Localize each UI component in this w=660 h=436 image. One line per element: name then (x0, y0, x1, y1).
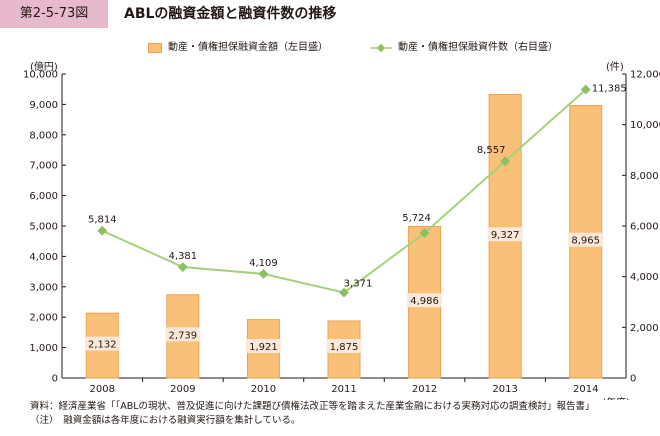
right-tick-label: 10,000 (630, 120, 660, 131)
left-tick-label: 1,000 (29, 343, 58, 354)
line-value-label: 5,724 (402, 213, 431, 224)
x-tick-label: 2008 (90, 384, 115, 395)
bar-value-label: 2,739 (169, 330, 198, 341)
axes: 0 1,000 2,000 3,000 4,000 5,000 6,000 7,000 8,00… (23, 70, 660, 401)
legend-line-label: 動産・債権担保融資件数（右目盛） (398, 42, 558, 53)
line-point (580, 84, 591, 95)
bar-value-label: 4,986 (410, 296, 439, 307)
bar-value-label: 9,327 (491, 230, 520, 241)
legend-item-bar: 動産・債権担保融資金額（左目盛） (148, 40, 348, 56)
legend: 動産・債権担保融資金額（左目盛） 動産・債権担保融資件数（右目盛） (0, 40, 660, 56)
left-tick-label: 3,000 (29, 282, 58, 293)
bar-value-label: 1,921 (249, 342, 278, 353)
bar-value-label: 8,965 (571, 236, 600, 247)
line-point (258, 268, 269, 279)
right-tick-label: 12,000 (630, 70, 660, 81)
line-point (339, 287, 349, 298)
right-axis-unit: (件) (606, 62, 624, 73)
chart-svg: 0 1,000 2,000 3,000 4,000 5,000 6,000 7,000 8,00… (23, 70, 660, 401)
left-tick-label: 4,000 (29, 252, 58, 263)
note-source: 資料：経済産業省「「ABLの現状、普及促進に向けた課題び債権法改正等を踏まえた産… (30, 401, 595, 412)
data-labels: 2,132 2,739 1,921 1,875 4,986 9,327 8,965 5,814… (84, 84, 627, 353)
left-tick-label: 2,000 (29, 313, 58, 324)
right-tick-label: 8,000 (630, 171, 659, 182)
notes: 資料：経済産業省「「ABLの現状、普及促進に向けた課題び債権法改正等を踏まえた産… (30, 400, 660, 428)
legend-bar-label: 動産・債権担保融資金額（左目盛） (168, 42, 328, 53)
line-point (500, 156, 511, 167)
legend-item-line: 動産・債権担保融資件数（右目盛） (370, 40, 580, 56)
left-tick-label: 10,000 (23, 70, 58, 81)
line-value-label: 5,814 (88, 215, 117, 226)
x-tick-label: 2013 (492, 384, 517, 395)
x-tick-label: 2012 (412, 384, 437, 395)
line-series (97, 84, 591, 298)
line-point (97, 225, 108, 236)
bar-label-bg (84, 336, 120, 351)
left-tick-label: 8,000 (29, 130, 58, 141)
left-tick-label: 9,000 (29, 100, 58, 111)
x-axis-unit: (年度) (602, 396, 630, 400)
bars (85, 93, 603, 379)
line-value-label: 4,109 (249, 258, 278, 269)
line-value-label: 4,381 (169, 251, 198, 262)
bar-value-label: 2,132 (88, 340, 117, 351)
left-tick-label: 7,000 (29, 161, 58, 172)
line-value-label: 3,371 (344, 279, 373, 290)
x-tick-label: 2009 (170, 384, 195, 395)
bar-label-bg (165, 327, 201, 342)
chart-title: ABLの融資金額と融資件数の推移 (124, 6, 337, 22)
right-tick-label: 4,000 (630, 272, 659, 283)
bar-label-bg (568, 232, 604, 247)
right-tick-label: 0 (630, 374, 636, 385)
bar-label-bg (326, 339, 362, 353)
line-value-label: 8,557 (477, 145, 506, 156)
line-value-label: 11,385 (592, 84, 627, 95)
bar-value-label: 1,875 (330, 342, 359, 353)
legend-line-swatch (370, 43, 392, 53)
left-axis-unit: (億円) (30, 62, 58, 73)
right-tick-label: 2,000 (630, 323, 659, 334)
line-point (177, 262, 188, 272)
bar-label-bg (487, 227, 523, 242)
right-tick-label: 6,000 (630, 222, 659, 233)
x-tick-label: 2014 (573, 384, 598, 395)
figure-label: 第2-5-73図 (0, 0, 108, 28)
left-tick-label: 0 (52, 374, 58, 385)
x-tick-label: 2011 (331, 384, 356, 395)
left-tick-label: 6,000 (29, 191, 58, 202)
bar-label-bg (245, 339, 281, 353)
x-tick-label: 2010 (251, 384, 276, 395)
bar-label-bg (407, 293, 443, 308)
left-tick-label: 5,000 (29, 222, 58, 233)
note-remark: （注） 融資金額は各年度における融資実行額を集計している。 (30, 415, 301, 426)
legend-bar-swatch (148, 43, 162, 53)
line-point (419, 228, 430, 238)
